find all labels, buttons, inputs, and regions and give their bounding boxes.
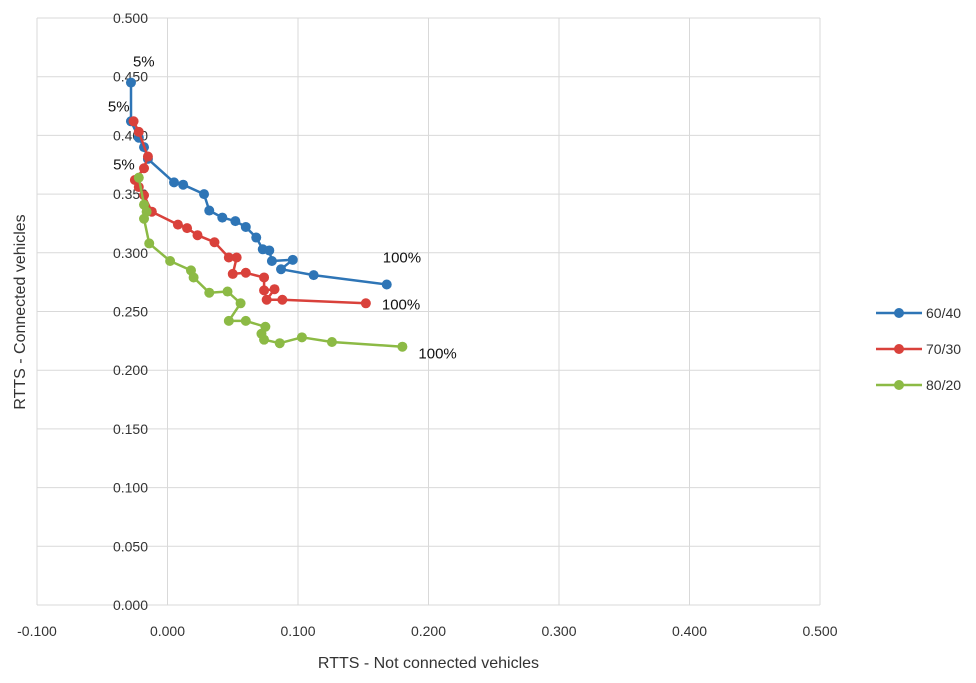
legend-item: 60/40 xyxy=(876,305,961,321)
data-point xyxy=(223,315,234,326)
data-point xyxy=(192,230,203,241)
data-point xyxy=(251,232,262,243)
data-label: 100% xyxy=(382,296,420,313)
data-point xyxy=(360,298,371,309)
data-point xyxy=(144,238,155,249)
data-point xyxy=(139,213,150,224)
data-point xyxy=(259,334,270,345)
data-point xyxy=(223,252,234,263)
y-tick-label: 0.250 xyxy=(113,304,148,320)
data-point xyxy=(217,212,228,223)
x-tick-label: 0.100 xyxy=(280,623,315,639)
data-point xyxy=(231,252,242,263)
data-point xyxy=(276,264,287,275)
data-label: 100% xyxy=(383,249,421,266)
series-line xyxy=(132,120,366,305)
legend-marker xyxy=(894,380,904,390)
y-tick-label: 0.150 xyxy=(113,421,148,437)
data-point xyxy=(222,286,233,297)
y-tick-label: 0.450 xyxy=(113,69,148,85)
legend: 60/40 70/30 80/20 xyxy=(876,305,961,393)
data-point xyxy=(308,270,319,281)
y-tick-label: 0.000 xyxy=(113,597,148,613)
data-label: 5% xyxy=(133,54,155,71)
y-tick-label: 0.050 xyxy=(113,538,148,554)
x-tick-label: 0.200 xyxy=(411,623,446,639)
data-point xyxy=(240,315,251,326)
data-point xyxy=(172,219,183,230)
series-70-30 xyxy=(128,116,371,309)
series-80-20 xyxy=(133,172,408,352)
data-point xyxy=(259,285,270,296)
data-point xyxy=(240,267,251,278)
tick-labels: -0.100 0.000 0.100 0.200 0.300 0.400 0.500 0.00… xyxy=(17,10,838,639)
data-point xyxy=(169,177,180,188)
data-point xyxy=(165,256,176,267)
data-point xyxy=(277,294,288,305)
data-point xyxy=(133,172,144,183)
data-point xyxy=(204,205,215,216)
data-point xyxy=(204,287,215,298)
data-point xyxy=(139,163,150,174)
data-point xyxy=(266,256,277,267)
data-point xyxy=(397,341,408,352)
legend-marker xyxy=(894,344,904,354)
annotations: 5% 5% 5% 100% 100% 100% xyxy=(108,54,457,363)
data-point xyxy=(261,294,272,305)
data-point xyxy=(274,338,285,349)
data-point xyxy=(199,189,210,200)
y-tick-label: 0.100 xyxy=(113,480,148,496)
data-point xyxy=(227,268,238,279)
data-point xyxy=(259,272,270,283)
data-point xyxy=(178,179,189,190)
data-point xyxy=(296,332,307,343)
data-point xyxy=(128,116,139,127)
data-point xyxy=(182,223,193,234)
data-label: 5% xyxy=(108,98,130,115)
data-point xyxy=(142,151,153,162)
data-point xyxy=(264,245,275,256)
data-point xyxy=(188,272,199,283)
legend-item: 80/20 xyxy=(876,377,961,393)
y-tick-label: 0.200 xyxy=(113,362,148,378)
data-label: 100% xyxy=(418,346,456,363)
grid xyxy=(36,17,821,606)
legend-marker xyxy=(894,308,904,318)
series-layer xyxy=(125,77,408,352)
data-point xyxy=(287,254,298,265)
x-tick-label: 0.400 xyxy=(672,623,707,639)
data-point xyxy=(133,126,144,137)
data-point xyxy=(326,337,337,348)
legend-label: 80/20 xyxy=(926,377,961,393)
legend-item: 70/30 xyxy=(876,341,961,357)
y-axis-title: RTTS - Connected vehicles xyxy=(12,214,29,409)
legend-label: 60/40 xyxy=(926,305,961,321)
legend-label: 70/30 xyxy=(926,341,961,357)
x-tick-label: 0.300 xyxy=(541,623,576,639)
data-point xyxy=(235,298,246,309)
x-tick-label: -0.100 xyxy=(17,623,57,639)
data-label: 5% xyxy=(113,157,135,174)
data-point xyxy=(209,237,220,248)
data-point xyxy=(269,284,280,295)
x-tick-label: 0.000 xyxy=(150,623,185,639)
data-point xyxy=(125,77,136,88)
y-tick-label: 0.300 xyxy=(113,245,148,261)
data-point xyxy=(230,216,241,227)
x-axis-title: RTTS - Not connected vehicles xyxy=(318,655,539,672)
x-tick-label: 0.500 xyxy=(802,623,837,639)
data-point xyxy=(381,279,392,290)
y-tick-label: 0.500 xyxy=(113,10,148,26)
data-point xyxy=(240,221,251,232)
